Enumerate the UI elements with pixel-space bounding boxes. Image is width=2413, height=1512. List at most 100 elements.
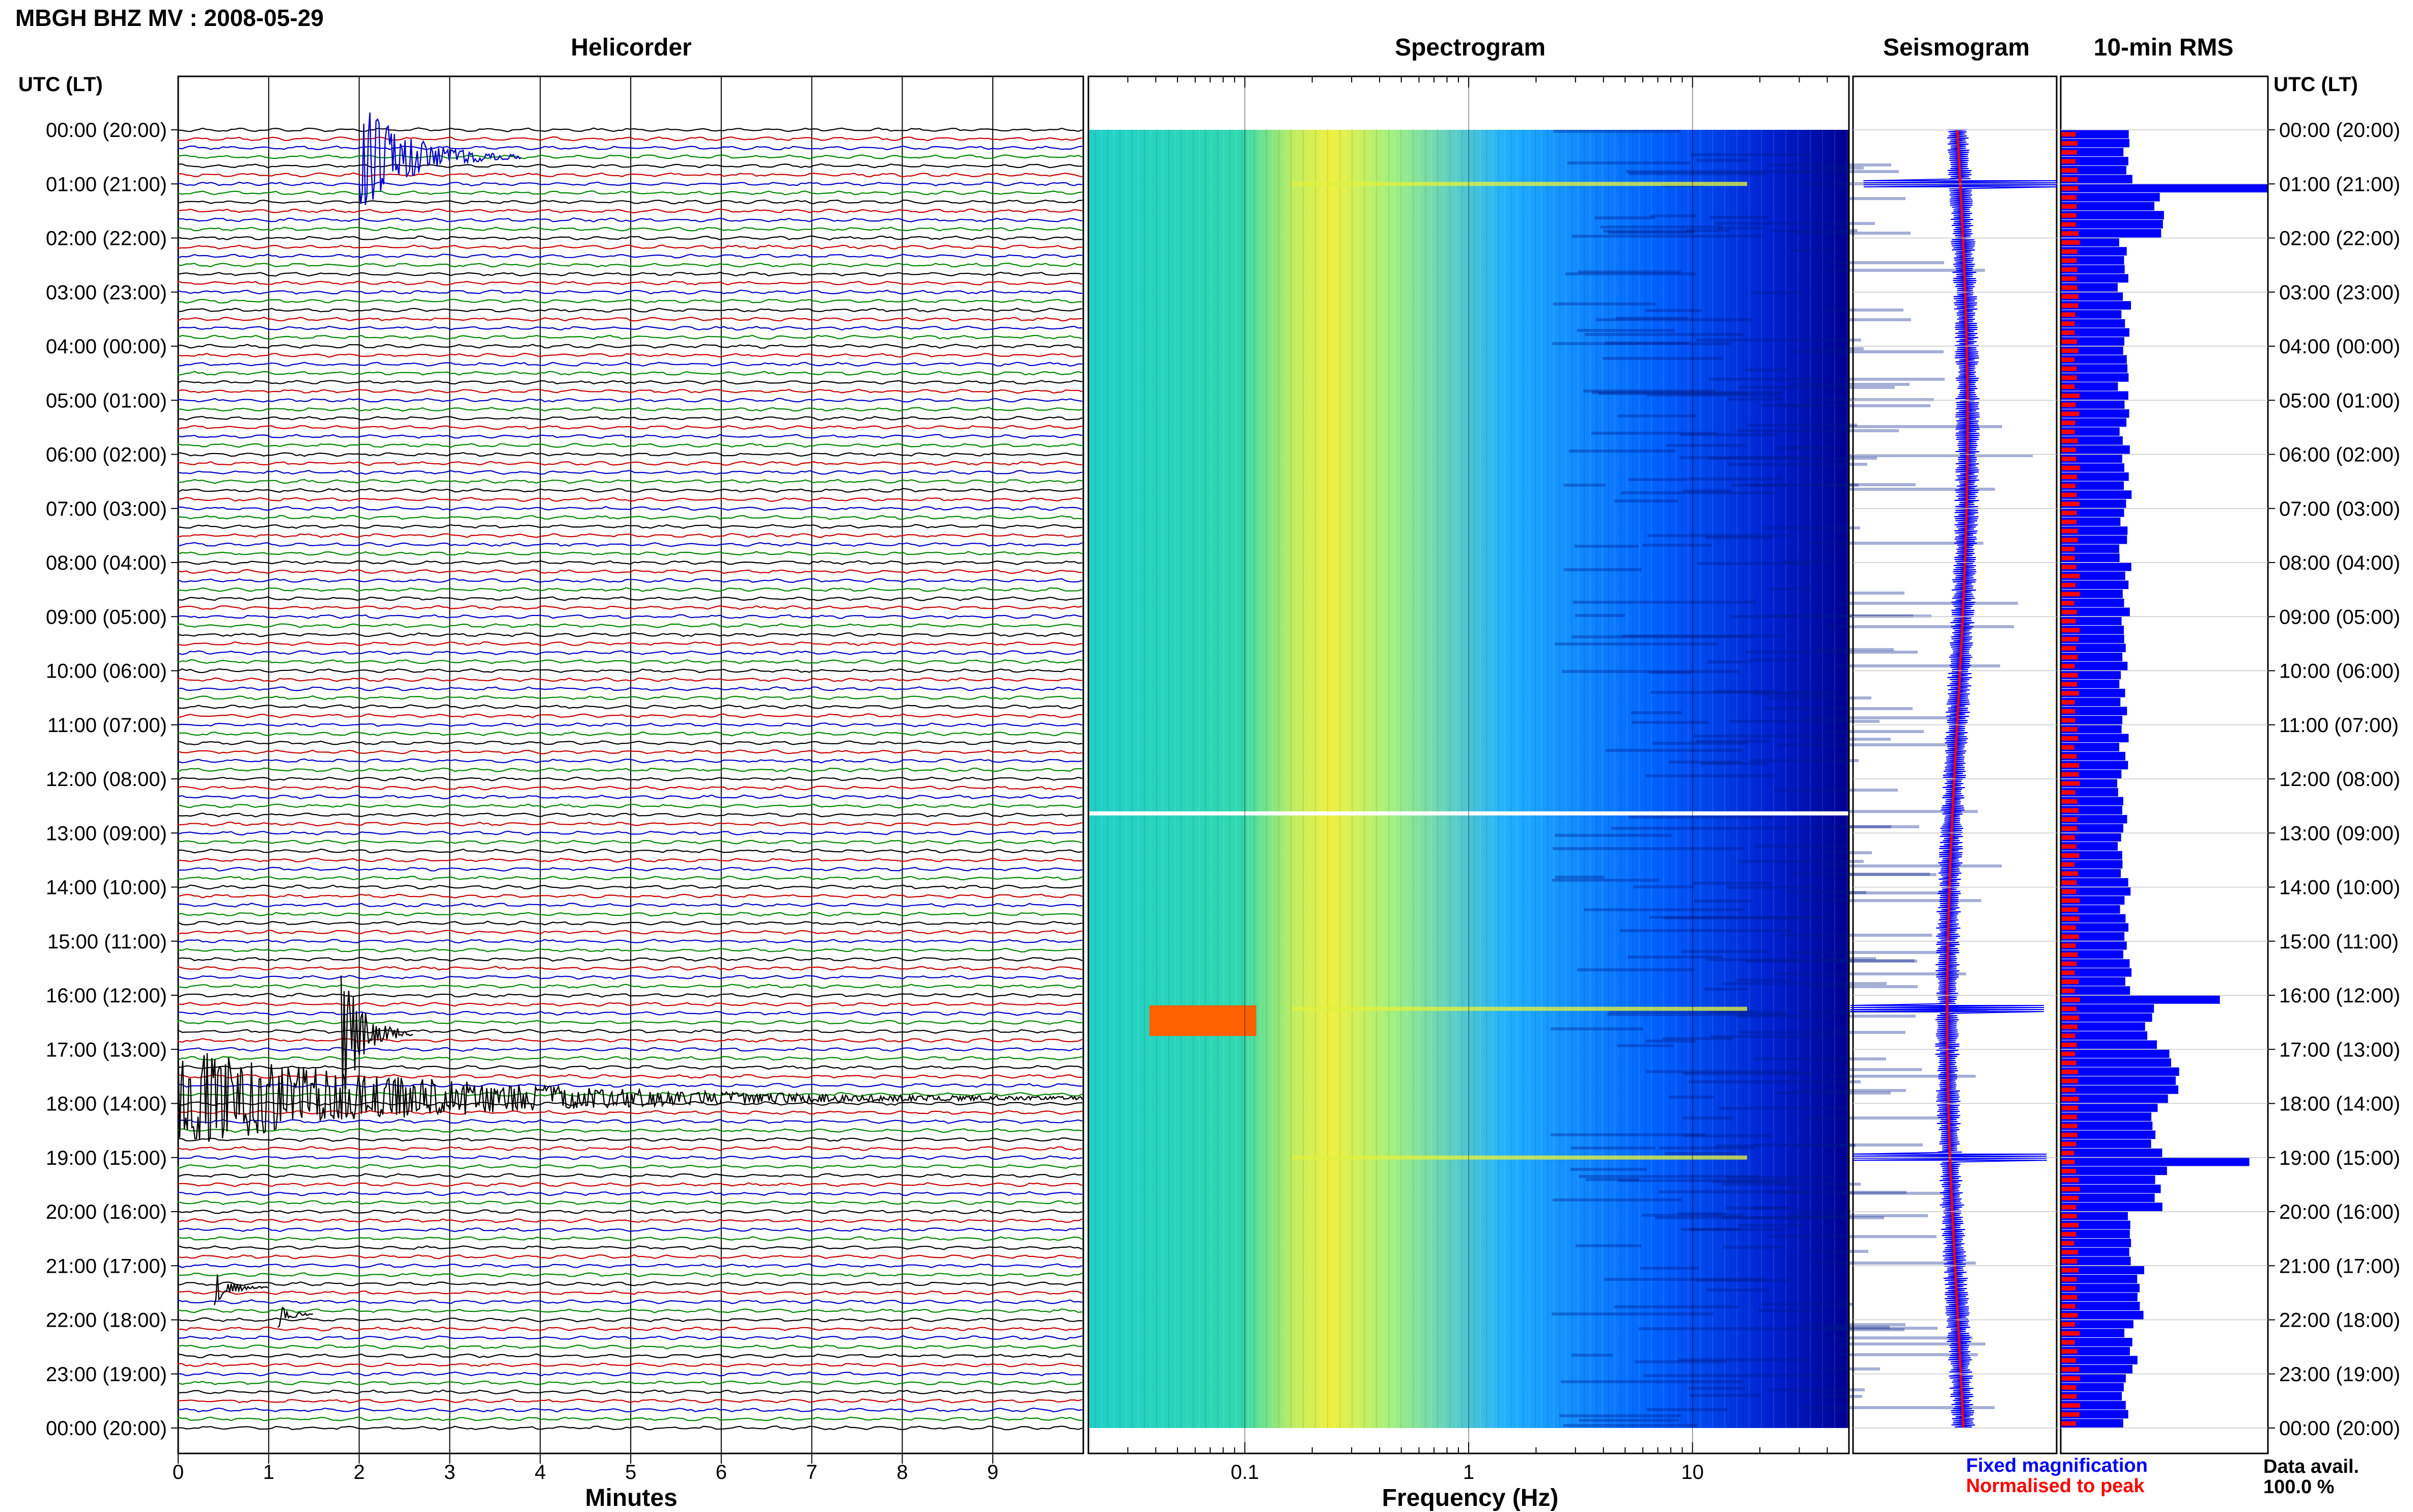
spectrogram-texture-streak bbox=[1821, 1327, 1938, 1330]
rms-bar-fixed bbox=[2061, 661, 2128, 670]
spectrogram-texture-streak bbox=[1712, 1180, 1785, 1183]
helicorder-trace-line bbox=[177, 1263, 1083, 1269]
helicorder-trace-line bbox=[177, 136, 1083, 142]
helicorder-event-trace bbox=[358, 112, 522, 205]
spectrogram-texture-streak bbox=[1706, 536, 1773, 539]
rms-bar-fixed bbox=[2061, 1320, 2134, 1329]
hour-label-left: 04:00 (00:00) bbox=[46, 335, 167, 358]
helicorder-trace-line bbox=[177, 244, 1082, 250]
helicorder-trace-line bbox=[177, 1416, 1083, 1421]
helicorder-trace-line bbox=[177, 227, 1083, 232]
spectrogram-texture-streak bbox=[1796, 1144, 1856, 1147]
rms-bar-normalised bbox=[2061, 808, 2079, 813]
rms-bar-normalised bbox=[2061, 528, 2078, 534]
spectrogram-texture-streak bbox=[1626, 170, 1810, 173]
spectrogram-texture-streak bbox=[1617, 414, 1696, 417]
rms-bar-normalised bbox=[2061, 1313, 2078, 1318]
helicorder-trace-line bbox=[177, 154, 1083, 160]
spectrogram-texture-streak bbox=[1814, 1262, 1976, 1265]
helicorder-trace-line bbox=[177, 623, 1083, 628]
helicorder-trace-line bbox=[177, 596, 1083, 601]
rms-bar-fixed bbox=[2061, 1283, 2140, 1293]
spectrogram-texture-streak bbox=[1786, 891, 1866, 894]
spectrogram-texture-streak bbox=[1753, 692, 1838, 695]
helicorder-trace-line bbox=[177, 903, 1083, 908]
hour-label-right: 16:00 (12:00) bbox=[2279, 985, 2400, 1007]
rms-bar-fixed bbox=[2061, 364, 2127, 373]
rms-bar-normalised bbox=[2061, 1033, 2075, 1039]
spectrogram-texture-streak bbox=[1583, 389, 1716, 393]
rms-bar-normalised bbox=[2061, 628, 2080, 633]
spectrogram-texture-streak bbox=[1564, 484, 1606, 487]
spectrogram-texture-streak bbox=[1818, 166, 1864, 170]
rms-bar-normalised bbox=[2061, 889, 2077, 894]
rms-bar-normalised bbox=[2061, 1295, 2078, 1300]
helicorder-trace-line bbox=[177, 407, 1083, 412]
tz-header-left: UTC (LT) bbox=[18, 73, 103, 96]
helicorder-trace-line bbox=[177, 1029, 1083, 1034]
spectrogram-texture-streak bbox=[1563, 1424, 1698, 1427]
spectrogram-texture-streak bbox=[1819, 864, 2002, 867]
spectrogram-texture-streak bbox=[1726, 1207, 1786, 1210]
hour-label-left: 18:00 (14:00) bbox=[46, 1093, 167, 1115]
spectrogram-texture-streak bbox=[1776, 446, 1819, 450]
spectrogram-texture-streak bbox=[1809, 542, 1983, 545]
spectrogram-texture-streak bbox=[1603, 357, 1723, 360]
helicorder-trace-line bbox=[177, 344, 1083, 349]
rms-bar-fixed bbox=[2061, 1383, 2124, 1392]
spectrogram-texture-streak bbox=[1647, 534, 1793, 537]
rms-bar-normalised bbox=[2061, 1160, 2075, 1165]
rms-bar-normalised bbox=[2061, 844, 2077, 849]
minute-tick-label: 8 bbox=[896, 1461, 908, 1483]
spectrogram-texture-streak bbox=[1553, 130, 1680, 133]
rms-bar-normalised bbox=[2061, 790, 2075, 795]
spectrogram-texture-streak bbox=[1719, 1107, 1849, 1110]
spectrogram-texture-streak bbox=[1614, 1305, 1738, 1308]
helicorder-trace-line bbox=[177, 1137, 1083, 1142]
helicorder-trace-line bbox=[177, 704, 1083, 710]
rms-bar-fixed bbox=[2061, 418, 2126, 427]
rms-bar-normalised bbox=[2061, 285, 2078, 290]
spectrogram-texture-streak bbox=[1842, 1192, 1951, 1195]
rms-bar-normalised bbox=[2061, 1168, 2077, 1173]
spectrogram-texture-streak bbox=[1774, 789, 1898, 792]
spectrogram-texture-streak bbox=[1592, 391, 1783, 394]
rms-bar-normalised bbox=[2061, 655, 2078, 660]
rms-bar-fixed bbox=[2061, 1310, 2144, 1320]
spectrogram-texture-streak bbox=[1622, 634, 1785, 637]
spectrogram-texture-streak bbox=[1784, 561, 1838, 564]
spectrogram-event-row bbox=[1292, 1155, 1747, 1160]
spectrogram-texture-streak bbox=[1608, 1013, 1787, 1016]
rms-bar-normalised bbox=[2061, 303, 2079, 308]
rms-bar-normalised bbox=[2061, 916, 2080, 921]
spectrogram-texture-streak bbox=[1845, 1068, 1922, 1071]
hour-label-left: 16:00 (12:00) bbox=[46, 985, 167, 1007]
rms-bar-normalised bbox=[2061, 718, 2075, 723]
rms-bar-normalised bbox=[2061, 1114, 2077, 1119]
spectrogram-texture-streak bbox=[1738, 386, 1895, 389]
rms-bar-fixed bbox=[2061, 138, 2129, 148]
spectrogram-texture-streak bbox=[1849, 1015, 1916, 1018]
rms-bar-fixed bbox=[2061, 1103, 2158, 1112]
rms-bar-normalised bbox=[2061, 375, 2077, 380]
rms-bar-fixed bbox=[2061, 1130, 2156, 1139]
rms-bar-normalised bbox=[2061, 997, 2080, 1002]
rms-bar-fixed bbox=[2061, 598, 2124, 607]
rms-bar-normalised bbox=[2061, 294, 2079, 299]
rms-bar-normalised bbox=[2061, 1258, 2078, 1264]
rms-bar-fixed bbox=[2061, 1139, 2151, 1149]
spectrogram-texture-streak bbox=[1571, 1146, 1656, 1150]
rms-bar-normalised bbox=[2061, 952, 2078, 957]
rms-bar-normalised bbox=[2061, 159, 2076, 164]
spectrogram-texture-streak bbox=[1601, 226, 1722, 229]
spectrogram-texture-streak bbox=[1771, 614, 1913, 618]
spectrogram-texture-streak bbox=[1804, 716, 1951, 719]
rms-bar-fixed bbox=[2061, 382, 2118, 391]
rms-bar-normalised bbox=[2061, 1015, 2079, 1020]
hour-label-left: 07:00 (03:00) bbox=[46, 498, 167, 520]
spectrogram-texture-streak bbox=[1818, 957, 1876, 960]
spectrogram-texture-streak bbox=[1572, 1354, 1613, 1357]
helicorder-trace-line bbox=[177, 1299, 1083, 1304]
spectrogram-texture-streak bbox=[1747, 424, 1857, 427]
rms-bar-fixed bbox=[2061, 1419, 2123, 1427]
